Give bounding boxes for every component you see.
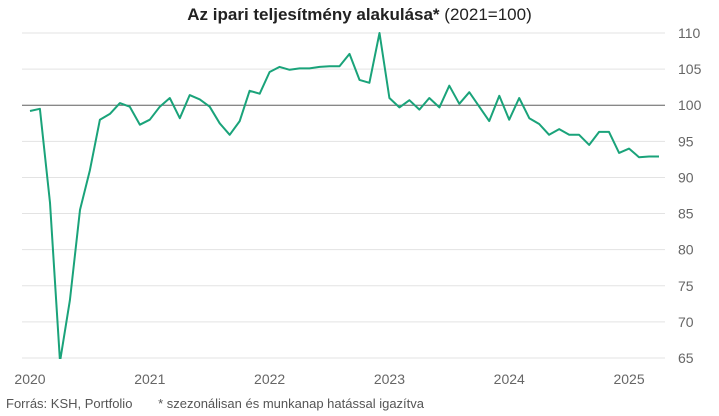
x-tick-label: 2025 — [613, 371, 644, 387]
series-line — [29, 32, 659, 359]
x-tick-label: 2020 — [14, 371, 45, 387]
x-tick-label: 2024 — [494, 371, 525, 387]
chart-title-suffix: (2021=100) — [444, 5, 532, 24]
series-group — [29, 32, 659, 359]
gridlines — [22, 32, 665, 359]
chart-title: Az ipari teljesítmény alakulása* (2021=1… — [0, 5, 719, 25]
y-tick-label: 95 — [678, 133, 694, 149]
source-note: Forrás: KSH, Portfolio — [6, 396, 133, 411]
y-tick-label: 110 — [678, 25, 701, 41]
y-tick-label: 105 — [678, 61, 702, 77]
y-axis-tick-labels: 65 70 75 80 85 90 95 100 105 110 — [678, 25, 702, 366]
x-tick-label: 2022 — [254, 371, 285, 387]
y-tick-label: 85 — [678, 206, 694, 222]
y-tick-label: 75 — [678, 278, 694, 294]
y-tick-label: 70 — [678, 314, 694, 330]
y-tick-label: 90 — [678, 169, 694, 185]
adjustment-note: * szezonálisan és munkanap hatással igaz… — [158, 396, 424, 411]
chart-title-main: Az ipari teljesítmény alakulása* — [187, 5, 440, 24]
x-tick-label: 2021 — [134, 371, 165, 387]
x-axis-tick-labels: 2020 2021 2022 2023 2024 2025 — [14, 371, 644, 387]
y-tick-label: 80 — [678, 242, 694, 258]
y-tick-label: 65 — [678, 350, 694, 366]
x-tick-label: 2023 — [374, 371, 405, 387]
chart-footer: Forrás: KSH, Portfolio * szezonálisan és… — [6, 396, 424, 411]
y-tick-label: 100 — [678, 97, 702, 113]
